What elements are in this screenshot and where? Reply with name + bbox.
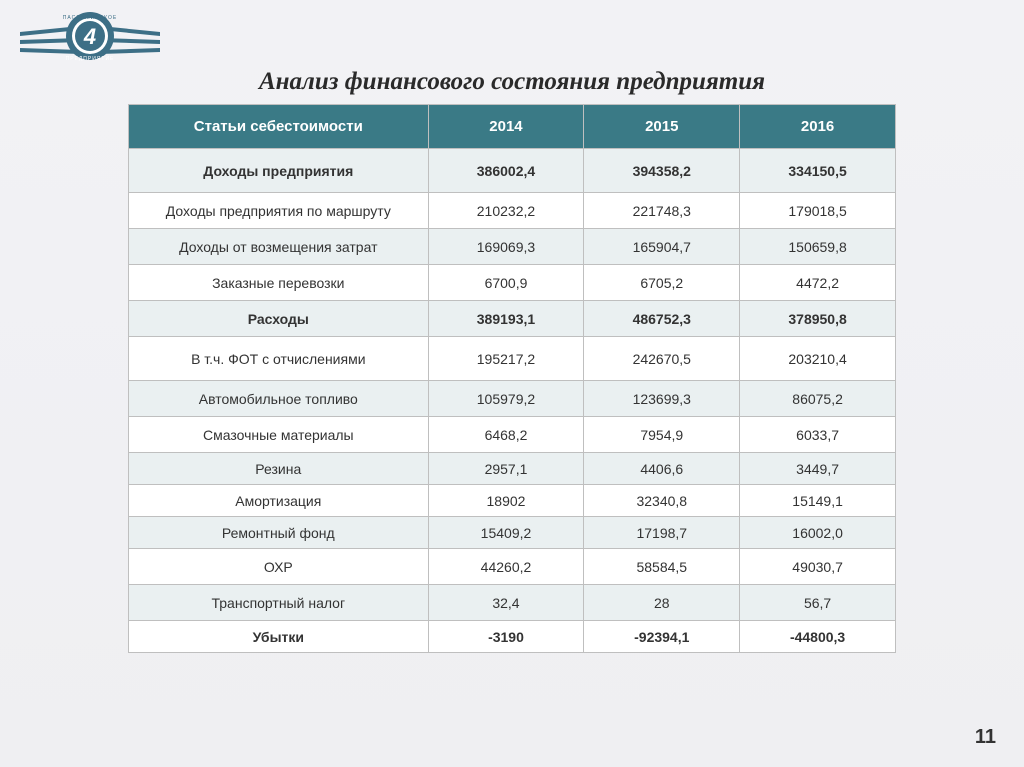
row-value: 334150,5 [740,149,896,193]
row-label: Резина [129,453,429,485]
table-row: В т.ч. ФОТ с отчислениями195217,2242670,… [129,337,896,381]
row-value: 4406,6 [584,453,740,485]
row-value: 6033,7 [740,417,896,453]
table-row: Убытки-3190-92394,1-44800,3 [129,621,896,653]
row-label: Автомобильное топливо [129,381,429,417]
row-value: 56,7 [740,585,896,621]
row-value: 394358,2 [584,149,740,193]
svg-text:ПАССАЖИРСКОЕ: ПАССАЖИРСКОЕ [63,15,117,21]
row-label: Расходы [129,301,429,337]
row-value: 203210,4 [740,337,896,381]
table-row: Ремонтный фонд15409,217198,716002,0 [129,517,896,549]
row-value: 210232,2 [428,193,584,229]
row-value: -92394,1 [584,621,740,653]
row-value: 15409,2 [428,517,584,549]
table-row: Расходы389193,1486752,3378950,8 [129,301,896,337]
logo-number: 4 [83,24,96,49]
financial-table: Статьи себестоимости 2014 2015 2016 Дохо… [128,104,896,653]
row-label: ОХР [129,549,429,585]
row-value: 7954,9 [584,417,740,453]
row-value: 32,4 [428,585,584,621]
financial-table-container: Статьи себестоимости 2014 2015 2016 Дохо… [128,104,896,653]
row-label: Доходы от возмещения затрат [129,229,429,265]
row-value: -44800,3 [740,621,896,653]
svg-text:ПРЕДПРИЯТИЕ: ПРЕДПРИЯТИЕ [66,56,115,62]
row-value: 15149,1 [740,485,896,517]
row-value: 86075,2 [740,381,896,417]
col-header-2015: 2015 [584,105,740,149]
row-value: 105979,2 [428,381,584,417]
table-row: Транспортный налог32,42856,7 [129,585,896,621]
row-value: 6705,2 [584,265,740,301]
row-value: 150659,8 [740,229,896,265]
row-label: Ремонтный фонд [129,517,429,549]
row-value: 4472,2 [740,265,896,301]
table-header-row: Статьи себестоимости 2014 2015 2016 [129,105,896,149]
row-value: -3190 [428,621,584,653]
row-value: 169069,3 [428,229,584,265]
row-label: Смазочные материалы [129,417,429,453]
row-label: Доходы предприятия по маршруту [129,193,429,229]
row-value: 221748,3 [584,193,740,229]
col-header-2016: 2016 [740,105,896,149]
table-row: Амортизация1890232340,815149,1 [129,485,896,517]
page-number: 11 [975,726,996,749]
row-value: 16002,0 [740,517,896,549]
company-logo: 4 ПАССАЖИРСКОЕ ПРЕДПРИЯТИЕ [10,8,170,64]
row-value: 44260,2 [428,549,584,585]
table-row: ОХР44260,258584,549030,7 [129,549,896,585]
row-value: 6700,9 [428,265,584,301]
row-value: 58584,5 [584,549,740,585]
row-value: 386002,4 [428,149,584,193]
page-title: Анализ финансового состояния предприятия [0,68,1024,96]
row-value: 179018,5 [740,193,896,229]
row-value: 17198,7 [584,517,740,549]
row-label: Амортизация [129,485,429,517]
row-label: Доходы предприятия [129,149,429,193]
col-header-label: Статьи себестоимости [129,105,429,149]
row-label: Транспортный налог [129,585,429,621]
table-row: Смазочные материалы6468,27954,96033,7 [129,417,896,453]
row-value: 32340,8 [584,485,740,517]
table-row: Доходы от возмещения затрат169069,316590… [129,229,896,265]
table-row: Заказные перевозки6700,96705,24472,2 [129,265,896,301]
row-value: 18902 [428,485,584,517]
table-row: Доходы предприятия386002,4394358,2334150… [129,149,896,193]
row-value: 3449,7 [740,453,896,485]
table-row: Резина2957,14406,63449,7 [129,453,896,485]
row-value: 28 [584,585,740,621]
row-value: 242670,5 [584,337,740,381]
row-value: 49030,7 [740,549,896,585]
row-value: 165904,7 [584,229,740,265]
row-value: 486752,3 [584,301,740,337]
table-row: Автомобильное топливо105979,2123699,3860… [129,381,896,417]
row-value: 195217,2 [428,337,584,381]
col-header-2014: 2014 [428,105,584,149]
row-value: 389193,1 [428,301,584,337]
row-label: В т.ч. ФОТ с отчислениями [129,337,429,381]
row-value: 123699,3 [584,381,740,417]
table-row: Доходы предприятия по маршруту210232,222… [129,193,896,229]
row-label: Заказные перевозки [129,265,429,301]
row-value: 2957,1 [428,453,584,485]
row-label: Убытки [129,621,429,653]
row-value: 6468,2 [428,417,584,453]
row-value: 378950,8 [740,301,896,337]
